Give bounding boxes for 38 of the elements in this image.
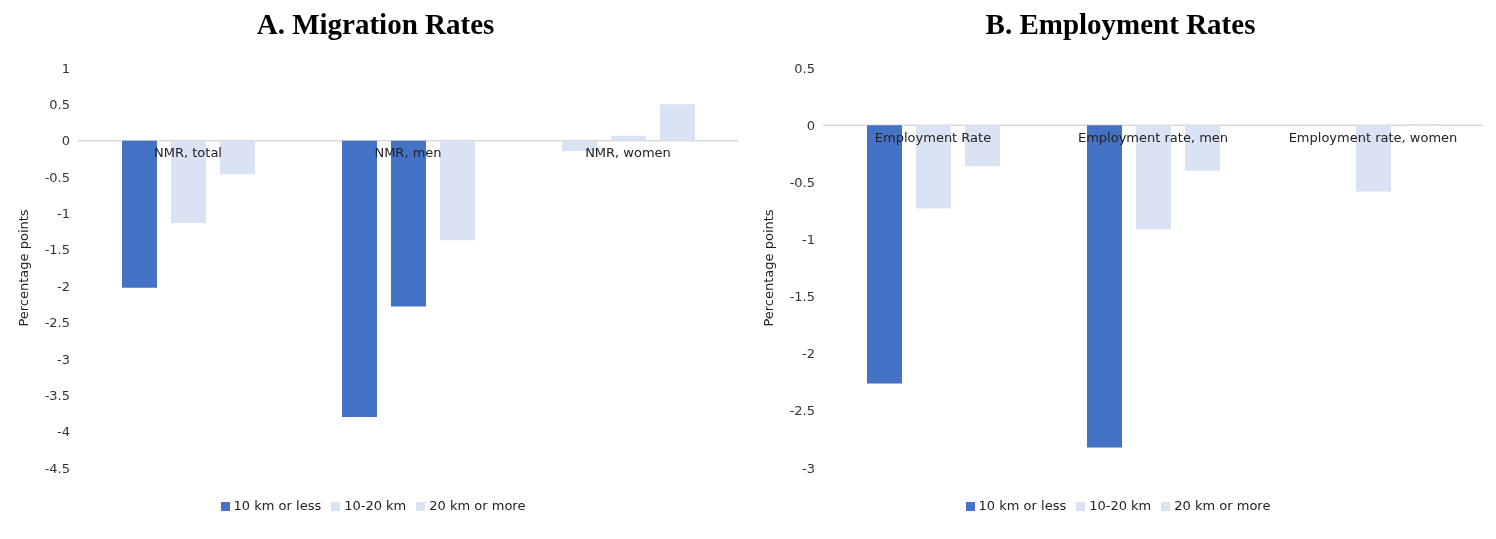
y-axis-title: Percentage points xyxy=(760,209,776,327)
bar xyxy=(660,104,695,141)
y-tick-label: -3 xyxy=(802,460,815,476)
legend-label: 10 km or less xyxy=(978,498,1067,513)
y-tick-label: 0.5 xyxy=(794,60,815,76)
bar xyxy=(220,140,255,175)
y-tick-label: -2 xyxy=(57,278,70,294)
legend-label: 10-20 km xyxy=(1089,498,1152,513)
y-tick-label: 1 xyxy=(61,60,70,76)
y-tick-label: -0.5 xyxy=(789,174,815,190)
y-tick-label: -0.5 xyxy=(44,169,70,185)
y-tick-label: 0 xyxy=(61,133,70,149)
y-tick-label: -1.5 xyxy=(44,242,70,258)
chart-title: A. Migration Rates xyxy=(255,8,496,41)
y-axis-title: Percentage points xyxy=(15,209,31,327)
y-tick-label: 0 xyxy=(806,117,815,133)
chart-title: B. Employment Rates xyxy=(984,8,1257,41)
y-tick-label: -3 xyxy=(57,351,70,367)
x-tick-label: Employment rate, women xyxy=(1288,129,1458,145)
y-tick-label: 0.5 xyxy=(49,96,70,112)
legend-label: 20 km or more xyxy=(1174,498,1271,513)
y-tick-label: -1.5 xyxy=(789,289,815,305)
y-tick-label: -2.5 xyxy=(44,315,70,331)
y-tick-label: -4 xyxy=(57,424,70,440)
y-tick-label: -2 xyxy=(802,346,815,362)
bar xyxy=(611,135,646,141)
legend-label: 10 km or less xyxy=(233,498,322,513)
y-tick-label: -4.5 xyxy=(44,460,70,476)
y-tick-label: -1 xyxy=(802,232,815,248)
bar xyxy=(440,140,475,241)
legend-label: 10-20 km xyxy=(344,498,407,513)
bar xyxy=(342,140,377,418)
x-tick-label: NMR, women xyxy=(585,144,671,160)
y-tick-label: -3.5 xyxy=(44,387,70,403)
y-tick-label: -2.5 xyxy=(789,403,815,419)
y-tick-label: -1 xyxy=(57,206,70,222)
legend-label: 20 km or more xyxy=(429,498,526,513)
bar xyxy=(122,140,157,288)
